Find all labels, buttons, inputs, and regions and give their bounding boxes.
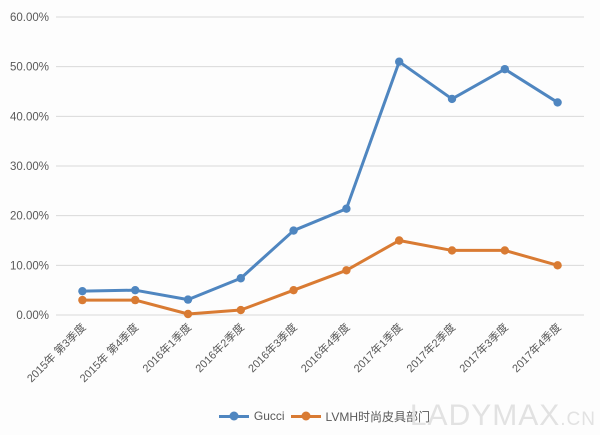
data-point [78, 286, 87, 296]
y-axis-tick-label: 0.00% [16, 310, 49, 322]
data-point [131, 295, 140, 305]
data-point [342, 266, 351, 275]
watermark: LADYMAX.CN [410, 401, 596, 431]
series-line-0 [80, 60, 560, 302]
data-point [236, 305, 245, 315]
x-axis-tick-label: 2016年3季度 [245, 320, 300, 375]
x-axis-tick-label: 2016年4季度 [298, 320, 353, 375]
y-axis-tick-label: 10.00% [10, 260, 49, 272]
data-point [447, 246, 457, 255]
y-axis-tick-label: 40.00% [10, 111, 49, 123]
data-point [395, 236, 404, 245]
data-point [78, 295, 87, 305]
x-axis-tick-label: 2017年3季度 [456, 320, 511, 375]
data-point [553, 261, 562, 270]
watermark-suffix: .CN [560, 409, 596, 430]
data-point [342, 204, 351, 213]
data-point [289, 285, 298, 295]
x-axis-tick-label: 2016年2季度 [192, 320, 247, 375]
series-line-1 [80, 239, 560, 316]
chart-legend: Gucci LVMH时尚皮具部门 [0, 404, 430, 428]
watermark-main: LADYMAX [409, 399, 561, 432]
legend-item-lvmh: LVMH时尚皮具部门 [290, 408, 430, 425]
data-point [395, 57, 404, 66]
chart-svg: 0.00% 10.00% 20.00% 30.00% 40.00% 50.00% 60.00… [10, 12, 584, 385]
y-axis-tick-label: 20.00% [10, 211, 49, 223]
legend-marker-gucci-icon [218, 411, 249, 421]
data-point [289, 226, 298, 235]
data-point [131, 285, 140, 295]
x-axis-tick-label: 2017年4季度 [509, 320, 564, 375]
legend-item-gucci: Gucci [218, 409, 285, 423]
legend-marker-lvmh-icon [290, 411, 321, 421]
x-axis-tick-label: 2017年1季度 [350, 320, 405, 375]
x-axis-tick-label: 2016年1季度 [139, 320, 194, 375]
data-point [500, 64, 509, 74]
data-point [183, 295, 193, 304]
legend-label-gucci: Gucci [253, 409, 285, 423]
y-axis-tick-label: 50.00% [10, 62, 49, 74]
data-point [500, 246, 509, 255]
x-axis-tick-label: 2017年2季度 [403, 320, 458, 375]
data-point [447, 94, 457, 104]
data-point [183, 309, 193, 319]
data-point [553, 98, 562, 107]
y-axis-tick-label: 60.00% [10, 12, 49, 24]
data-point [236, 274, 245, 283]
legend-label-lvmh: LVMH时尚皮具部门 [325, 409, 430, 424]
y-axis-tick-label: 30.00% [10, 161, 49, 173]
